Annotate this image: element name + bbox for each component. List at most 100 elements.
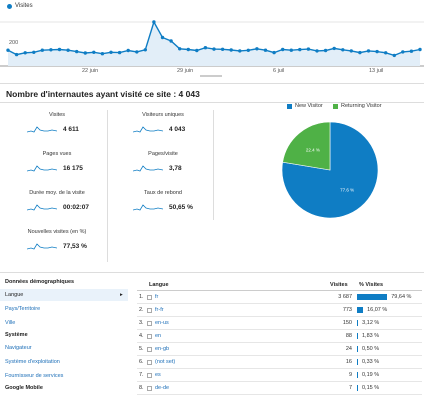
metric-card[interactable]: Nouvelles visites (en %) 77,53 % [7, 229, 107, 265]
metric-card[interactable]: Pages/visite 3,78 [113, 151, 213, 187]
metric-card[interactable]: Visites 4 611 [7, 112, 107, 148]
data-point[interactable] [392, 53, 396, 58]
legend-dot-icon [7, 4, 12, 9]
data-point[interactable] [57, 47, 62, 52]
data-point[interactable] [306, 47, 311, 51]
data-point[interactable] [255, 47, 259, 51]
data-point[interactable] [289, 48, 293, 52]
sparkline [133, 204, 163, 211]
sparkline [133, 165, 163, 172]
data-point[interactable] [40, 48, 44, 52]
col-percent-visits[interactable]: % Visites [359, 282, 384, 288]
data-point[interactable] [169, 39, 173, 43]
data-point[interactable] [23, 51, 27, 55]
data-point[interactable] [49, 48, 53, 52]
data-point[interactable] [92, 50, 96, 54]
row-expand-icon[interactable] [147, 373, 152, 378]
data-point[interactable] [100, 52, 105, 56]
language-link[interactable]: fr-fr [155, 307, 164, 313]
row-expand-icon[interactable] [147, 308, 152, 313]
row-expand-icon[interactable] [147, 347, 152, 352]
data-point[interactable] [186, 47, 190, 52]
visitor-pie-chart: 77.6 % 22.4 % [281, 121, 379, 219]
y-tick-label: 200 [9, 40, 19, 46]
data-point[interactable] [178, 47, 182, 51]
data-point[interactable] [75, 49, 79, 54]
language-link[interactable]: fr [155, 294, 159, 300]
language-link[interactable]: en [155, 333, 162, 339]
metric-card[interactable]: Visiteurs uniques 4 043 [113, 112, 213, 148]
data-point[interactable] [117, 50, 122, 55]
col-language[interactable]: Langue [149, 282, 169, 288]
data-point[interactable] [272, 50, 276, 55]
data-point[interactable] [349, 49, 353, 53]
metric-value: 00:02:07 [63, 204, 90, 211]
data-point[interactable] [401, 50, 405, 54]
language-link[interactable]: es [155, 372, 161, 378]
language-link[interactable]: en-us [155, 320, 169, 326]
data-point[interactable] [332, 46, 336, 51]
data-point[interactable] [358, 50, 362, 55]
col-visits[interactable]: Visites [330, 282, 348, 288]
data-point[interactable] [126, 48, 130, 53]
data-point[interactable] [203, 46, 208, 50]
data-point[interactable] [212, 47, 216, 51]
scroll-handle[interactable] [200, 75, 222, 77]
sidebar-item[interactable]: Navigateur [5, 345, 32, 351]
sidebar-item[interactable]: Système d'exploitation [5, 359, 60, 365]
data-point[interactable] [375, 49, 379, 54]
language-link[interactable]: (not set) [155, 359, 176, 365]
data-point[interactable] [418, 47, 422, 52]
divider [0, 102, 424, 103]
data-point[interactable] [195, 48, 199, 53]
row-expand-icon[interactable] [147, 295, 152, 300]
language-link[interactable]: de-de [155, 385, 170, 391]
data-point[interactable] [315, 49, 319, 53]
share-bar [357, 294, 388, 300]
row-number: 4. [139, 333, 144, 339]
data-point[interactable] [366, 49, 371, 53]
data-point[interactable] [160, 35, 165, 40]
visits-value: 24 [345, 346, 352, 352]
data-point[interactable] [152, 20, 156, 24]
data-point[interactable] [32, 50, 36, 54]
data-point[interactable] [281, 47, 285, 52]
data-point[interactable] [341, 48, 345, 52]
sidebar-item[interactable]: Ville [5, 320, 16, 326]
data-point[interactable] [220, 47, 225, 51]
data-point[interactable] [263, 48, 268, 52]
metric-card[interactable]: Pages vues 16 175 [7, 151, 107, 187]
x-tick-label: 6 juil [273, 68, 285, 74]
data-point[interactable] [14, 52, 19, 57]
metric-card[interactable]: Durée moy. de la visite 00:02:07 [7, 190, 107, 226]
data-point[interactable] [135, 50, 139, 54]
data-point[interactable] [6, 48, 10, 52]
data-point[interactable] [229, 48, 233, 52]
language-link[interactable]: en-gb [155, 346, 170, 352]
row-expand-icon[interactable] [147, 334, 152, 339]
sidebar-item[interactable]: Langue ▸ [0, 289, 128, 301]
share-bar [357, 359, 358, 365]
table-row: 6. (not set) 16 0,33 % [137, 356, 422, 369]
data-point[interactable] [109, 50, 113, 54]
data-point[interactable] [238, 49, 242, 53]
data-point[interactable] [246, 48, 250, 52]
data-point[interactable] [298, 47, 302, 52]
sidebar-item[interactable]: Fournisseur de services [5, 373, 64, 379]
row-expand-icon[interactable] [147, 386, 152, 391]
pie-slice[interactable] [282, 121, 331, 171]
data-point[interactable] [83, 51, 88, 55]
data-point[interactable] [143, 48, 147, 52]
divider [0, 272, 424, 273]
row-expand-icon[interactable] [147, 360, 152, 365]
sidebar-item[interactable]: Pays/Territoire [5, 306, 41, 312]
data-point[interactable] [384, 51, 388, 55]
visits-value: 150 [342, 320, 352, 326]
metric-label: Visites [48, 112, 66, 118]
row-expand-icon[interactable] [147, 321, 152, 326]
data-point[interactable] [323, 48, 328, 53]
metric-card[interactable]: Taux de rebond 50,65 % [113, 190, 213, 226]
visits-value: 7 [348, 385, 352, 391]
data-point[interactable] [66, 48, 70, 52]
data-point[interactable] [409, 49, 414, 53]
